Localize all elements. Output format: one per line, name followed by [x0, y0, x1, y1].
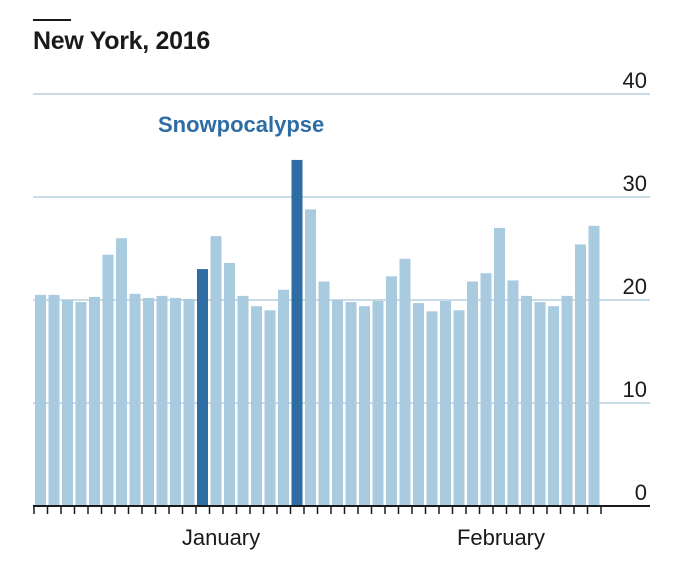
y-tick-label: 30	[623, 171, 647, 196]
bar	[467, 281, 478, 506]
bar	[224, 262, 235, 506]
bar	[494, 227, 505, 506]
title-rule	[33, 19, 71, 21]
bar	[521, 295, 532, 506]
bar	[143, 297, 154, 506]
bar	[116, 238, 127, 506]
chart-title: New York, 2016	[33, 27, 210, 55]
bar	[440, 301, 451, 506]
bar	[102, 254, 114, 506]
bar	[332, 300, 343, 506]
bar	[48, 294, 60, 506]
bar	[35, 294, 46, 506]
bar	[413, 303, 424, 506]
bar	[89, 296, 100, 506]
x-month-label: January	[182, 525, 260, 550]
bar	[588, 225, 600, 506]
bar	[426, 311, 438, 506]
bar	[399, 258, 411, 506]
bar	[62, 300, 73, 506]
bar	[507, 280, 519, 506]
bar	[183, 298, 195, 506]
bar	[480, 273, 492, 506]
bar-highlight	[291, 159, 303, 507]
x-month-label: February	[457, 525, 545, 550]
bar	[75, 302, 87, 506]
bar	[386, 276, 397, 506]
bar-highlight	[197, 269, 208, 506]
bar	[170, 297, 181, 506]
y-tick-label: 20	[623, 274, 647, 299]
bar	[156, 295, 168, 506]
bar	[278, 289, 289, 506]
y-tick-label: 0	[635, 480, 647, 505]
bar	[318, 281, 330, 506]
bar	[453, 310, 465, 506]
bar	[345, 302, 357, 506]
bar	[372, 301, 384, 506]
bar	[237, 295, 249, 506]
bar	[129, 293, 141, 506]
bar	[534, 302, 546, 506]
bar	[210, 236, 222, 506]
annotation-label: Snowpocalypse	[158, 112, 324, 137]
bar	[305, 209, 316, 507]
y-tick-label: 10	[623, 377, 647, 402]
y-tick-label: 40	[623, 68, 647, 93]
bar	[575, 244, 586, 506]
bar	[561, 295, 573, 506]
bar	[251, 306, 262, 506]
bar	[264, 310, 276, 506]
bar	[548, 306, 559, 506]
bar	[359, 306, 370, 506]
